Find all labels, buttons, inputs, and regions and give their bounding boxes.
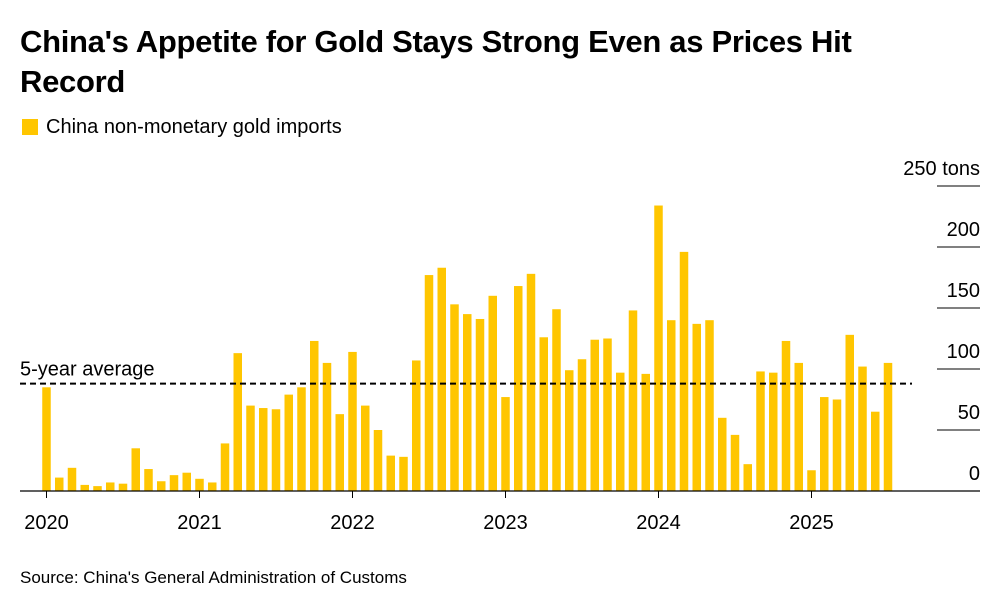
bar: [820, 397, 829, 491]
bar: [144, 469, 153, 491]
bar: [794, 362, 803, 491]
bar: [463, 314, 472, 491]
bar: [106, 482, 115, 491]
average-label: 5-year average: [20, 359, 155, 381]
bar: [412, 360, 421, 491]
bar: [361, 405, 370, 491]
bar: [692, 323, 701, 491]
bar: [246, 405, 255, 491]
bar: [220, 443, 230, 491]
bar: [259, 408, 268, 491]
y-tick-label: 150: [947, 280, 980, 302]
bar: [641, 373, 650, 491]
bar: [858, 366, 867, 491]
bar: [654, 205, 663, 491]
bar: [271, 409, 281, 491]
legend-swatch: [22, 119, 38, 135]
bar: [208, 482, 217, 491]
bar: [157, 481, 166, 491]
bar: [539, 337, 548, 491]
bar: [284, 394, 293, 491]
bar: [182, 472, 191, 491]
legend: China non-monetary gold imports: [22, 115, 342, 139]
bar: [718, 417, 727, 491]
bar: [373, 430, 383, 491]
x-tick-label: 2024: [636, 512, 681, 534]
bar: [616, 372, 625, 491]
y-tick-label: 200: [947, 219, 980, 241]
bar: [195, 478, 204, 491]
bar: [67, 467, 77, 491]
bar: [552, 309, 561, 491]
bar: [501, 397, 510, 491]
bar: [667, 320, 676, 491]
source-note: Source: China's General Administration o…: [20, 568, 407, 587]
bar: [131, 448, 140, 491]
bar: [526, 273, 536, 491]
bar: [769, 372, 778, 491]
x-tick-label: 2023: [483, 512, 528, 534]
bar: [386, 455, 395, 491]
bar: [310, 340, 319, 491]
legend-label: China non-monetary gold imports: [46, 115, 342, 138]
bar: [577, 359, 587, 491]
bar: [399, 456, 408, 491]
bar: [590, 339, 599, 491]
y-tick-label: 0: [969, 463, 980, 485]
bar: [565, 370, 574, 491]
bar: [603, 338, 612, 491]
bar: [42, 387, 51, 491]
bar: [883, 362, 893, 491]
bar: [297, 387, 306, 491]
bar: [781, 340, 791, 491]
x-tick-label: 2020: [24, 512, 69, 534]
bar: [335, 414, 344, 491]
bar: [488, 295, 497, 491]
bar: [514, 286, 523, 491]
x-tick-label: 2025: [789, 512, 834, 534]
bar: [705, 320, 714, 491]
bar: [93, 486, 102, 491]
bar: [730, 434, 740, 491]
x-tick-label: 2022: [330, 512, 375, 534]
bar: [845, 334, 854, 491]
bar: [424, 275, 434, 491]
bar: [437, 267, 446, 491]
bar: [233, 353, 242, 491]
chart-title: China's Appetite for Gold Stays Strong E…: [20, 24, 852, 99]
bar: [55, 477, 64, 491]
bar: [628, 310, 638, 491]
bar: [832, 399, 842, 491]
y-tick-label: 50: [958, 402, 980, 424]
bar: [80, 484, 89, 491]
bar: [450, 304, 459, 491]
bar: [322, 362, 332, 491]
bar: [756, 371, 765, 491]
bar: [807, 470, 816, 491]
x-tick-label: 2021: [177, 512, 222, 534]
bar: [679, 251, 689, 491]
bar: [348, 351, 357, 491]
bar: [475, 318, 485, 491]
y-tick-label: 250 tons: [903, 158, 980, 180]
bar: [118, 483, 128, 491]
bar: [871, 411, 880, 491]
bar: [743, 464, 752, 491]
y-tick-label: 100: [947, 341, 980, 363]
bar: [169, 475, 179, 491]
